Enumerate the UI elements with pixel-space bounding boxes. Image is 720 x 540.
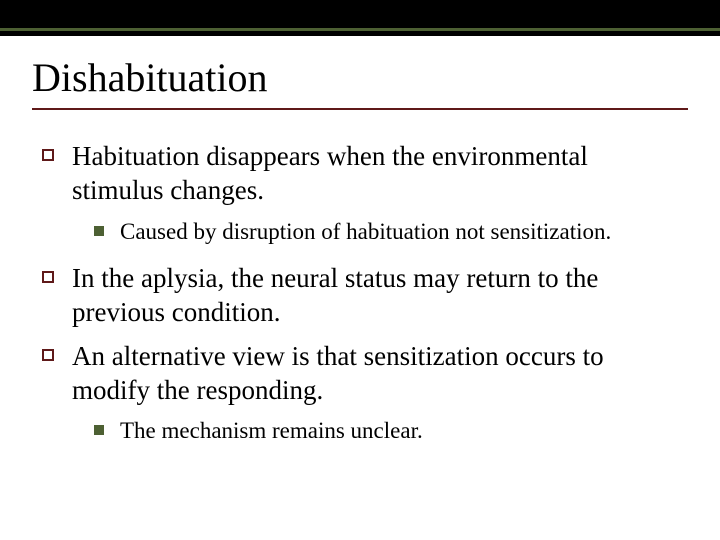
square-filled-bullet-icon: [94, 226, 104, 236]
square-outline-bullet-icon: [42, 149, 54, 161]
bullet-text: In the aplysia, the neural status may re…: [72, 262, 678, 330]
bullet-level1: An alternative view is that sensitizatio…: [42, 340, 678, 446]
sub-bullet-text: Caused by disruption of habituation not …: [120, 218, 611, 247]
bullet-level2: The mechanism remains unclear.: [94, 417, 678, 446]
header-accent-line: [0, 28, 720, 31]
square-outline-bullet-icon: [42, 349, 54, 361]
bullet-text: Habituation disappears when the environm…: [72, 140, 678, 208]
bullet-text: An alternative view is that sensitizatio…: [72, 340, 678, 408]
bullet-level2: Caused by disruption of habituation not …: [94, 218, 678, 247]
sub-bullet-text: The mechanism remains unclear.: [120, 417, 423, 446]
bullet-level1: Habituation disappears when the environm…: [42, 140, 678, 246]
slide-content: Habituation disappears when the environm…: [42, 140, 678, 462]
header-bar: [0, 0, 720, 36]
square-outline-bullet-icon: [42, 271, 54, 283]
square-filled-bullet-icon: [94, 425, 104, 435]
bullet-level1: In the aplysia, the neural status may re…: [42, 262, 678, 330]
slide-title: Dishabituation: [32, 54, 268, 101]
title-underline: [32, 108, 688, 110]
